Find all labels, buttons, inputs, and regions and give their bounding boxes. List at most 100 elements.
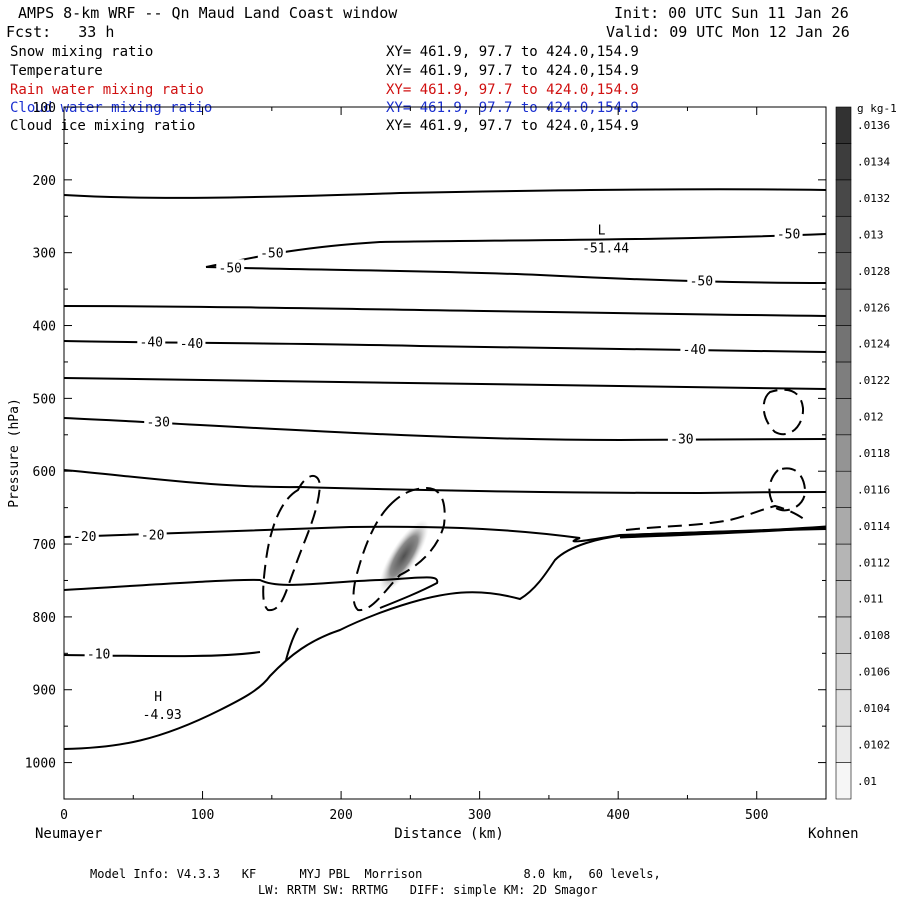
isotherm-label: -50 [260,247,283,262]
colorbar-label: .0134 [857,156,890,169]
field-label-temperature: Temperature [10,63,103,79]
colorbar-label: .0108 [857,629,890,642]
contour-labels: -50 -50 -50 -50 -40 -40 -40 -30 -30 -20 -20 -10 L -51… [70,224,803,723]
colorbar-swatch [835,653,852,691]
valid-time: Valid: 09 UTC Mon 12 Jan 26 [606,23,850,41]
cloud-ice-contour [768,467,807,512]
cloud-ice-contour [262,475,322,612]
colorbar-swatch [835,470,852,508]
x-tick-label: 200 [329,808,352,823]
colorbar-label: .0112 [857,556,890,569]
extremum-value: -51.44 [582,242,629,257]
model-info-line2: LW: RRTM SW: RRTMG DIFF: simple KM: 2D S… [258,883,598,897]
colorbar-label: .012 [857,411,884,424]
colorbar-swatch [835,215,852,253]
colorbar-swatch [835,725,852,763]
contour-label-bg [216,259,245,274]
colorbar-swatch [835,288,852,326]
isotherm-line [63,469,827,495]
colorbar-label: .0118 [857,447,890,460]
colorbar-label: .0116 [857,483,890,496]
extremum-value: -4.93 [143,708,182,723]
colorbar-label: .0114 [857,520,890,533]
field-label-snow: Snow mixing ratio [10,44,154,60]
isotherm-line [205,233,827,268]
contour-label-bg [84,645,113,660]
cloud-ice-contour [352,486,446,612]
y-tick-label: 1000 [25,757,56,772]
cloud-ice-contour [625,504,806,531]
isotherm-line [63,340,827,353]
colorbar-label: .011 [857,593,884,606]
field-xy-rain: XY= 461.9, 97.7 to 424.0,154.9 [386,82,639,98]
x-tick-label: 300 [468,808,491,823]
x-tick-label: 500 [745,808,768,823]
y-tick-label: 100 [33,101,56,116]
y-tick-label: 400 [33,320,56,335]
y-tick-label: 200 [33,174,56,189]
terrain-line [63,528,827,750]
isotherm-label: -50 [777,228,800,243]
isotherm-label: -20 [73,530,96,545]
colorbar-swatch [835,252,852,290]
colorbar-label: .0128 [857,265,890,278]
colorbar-label: .0124 [857,338,890,351]
forecast-hour: Fcst: 33 h [6,23,115,41]
colorbar-swatch [835,689,852,727]
x-tick-label: 400 [606,808,629,823]
y-tick-label: 500 [33,392,56,407]
field-xy-temperature: XY= 461.9, 97.7 to 424.0,154.9 [386,63,639,79]
isotherm-line [63,377,827,390]
field-label-cloud-ice: Cloud ice mixing ratio [10,118,196,134]
colorbar-swatch [835,325,852,363]
colorbar-swatch [835,361,852,399]
contour-field [63,188,827,750]
colorbar-label: .0122 [857,374,890,387]
y-tick-label: 300 [33,247,56,262]
terrain-line [619,525,827,539]
isotherm-line [63,305,827,317]
terrain-line [285,627,299,661]
x-tick-label: 100 [191,808,214,823]
init-time: Init: 00 UTC Sun 11 Jan 26 [614,4,849,22]
colorbar-swatch [835,398,852,436]
colorbar: .01 .0102 .0104 .0106 .0108 .011 .0112 .0114 .01… [835,102,897,800]
colorbar-swatch [835,543,852,581]
field-label-cloud-water: Cloud water mixing ratio [10,100,213,116]
x-endpoint-left: Neumayer [35,826,102,842]
contour-label-bg [687,272,716,287]
y-tick-label: 900 [33,684,56,699]
cloud-ice-contour [762,388,805,436]
plot-frame [63,106,827,800]
field-xy-cloud-water: XY= 461.9, 97.7 to 424.0,154.9 [386,100,639,116]
extremum-symbol: L [598,224,606,239]
isotherm-label: -40 [180,337,203,352]
contour-label-bg [774,225,803,240]
contour-label-bg [144,413,173,428]
field-xy-snow: XY= 461.9, 97.7 to 424.0,154.9 [386,44,639,60]
isotherm-label: -40 [683,343,706,358]
colorbar-label: .01 [857,775,877,788]
chart-title: AMPS 8-km WRF -- Qn Maud Land Coast wind… [18,4,398,22]
y-axis-title: Pressure (hPa) [7,398,22,508]
colorbar-label: .0102 [857,738,890,751]
isotherm-line [63,576,439,609]
snow-mixing-ratio-shade [379,519,429,593]
colorbar-swatch [835,143,852,181]
contour-label-bg [680,340,709,355]
isotherm-label: -30 [670,432,693,447]
colorbar-label: .0104 [857,702,890,715]
field-xy-cloud-ice: XY= 461.9, 97.7 to 424.0,154.9 [386,118,639,134]
colorbar-swatch [835,580,852,618]
field-label-rain: Rain water mixing ratio [10,82,204,98]
colorbar-label: .0132 [857,192,890,205]
contour-label-bg [138,526,167,541]
y-tick-label: 600 [33,465,56,480]
colorbar-unit: g kg-1 [857,102,897,115]
isotherm-line [63,188,827,199]
colorbar-label: .0126 [857,301,890,314]
contour-label-bg [667,430,696,445]
colorbar-swatch [835,507,852,545]
isotherm-label: -50 [219,261,242,276]
isotherm-label: -30 [146,416,169,431]
